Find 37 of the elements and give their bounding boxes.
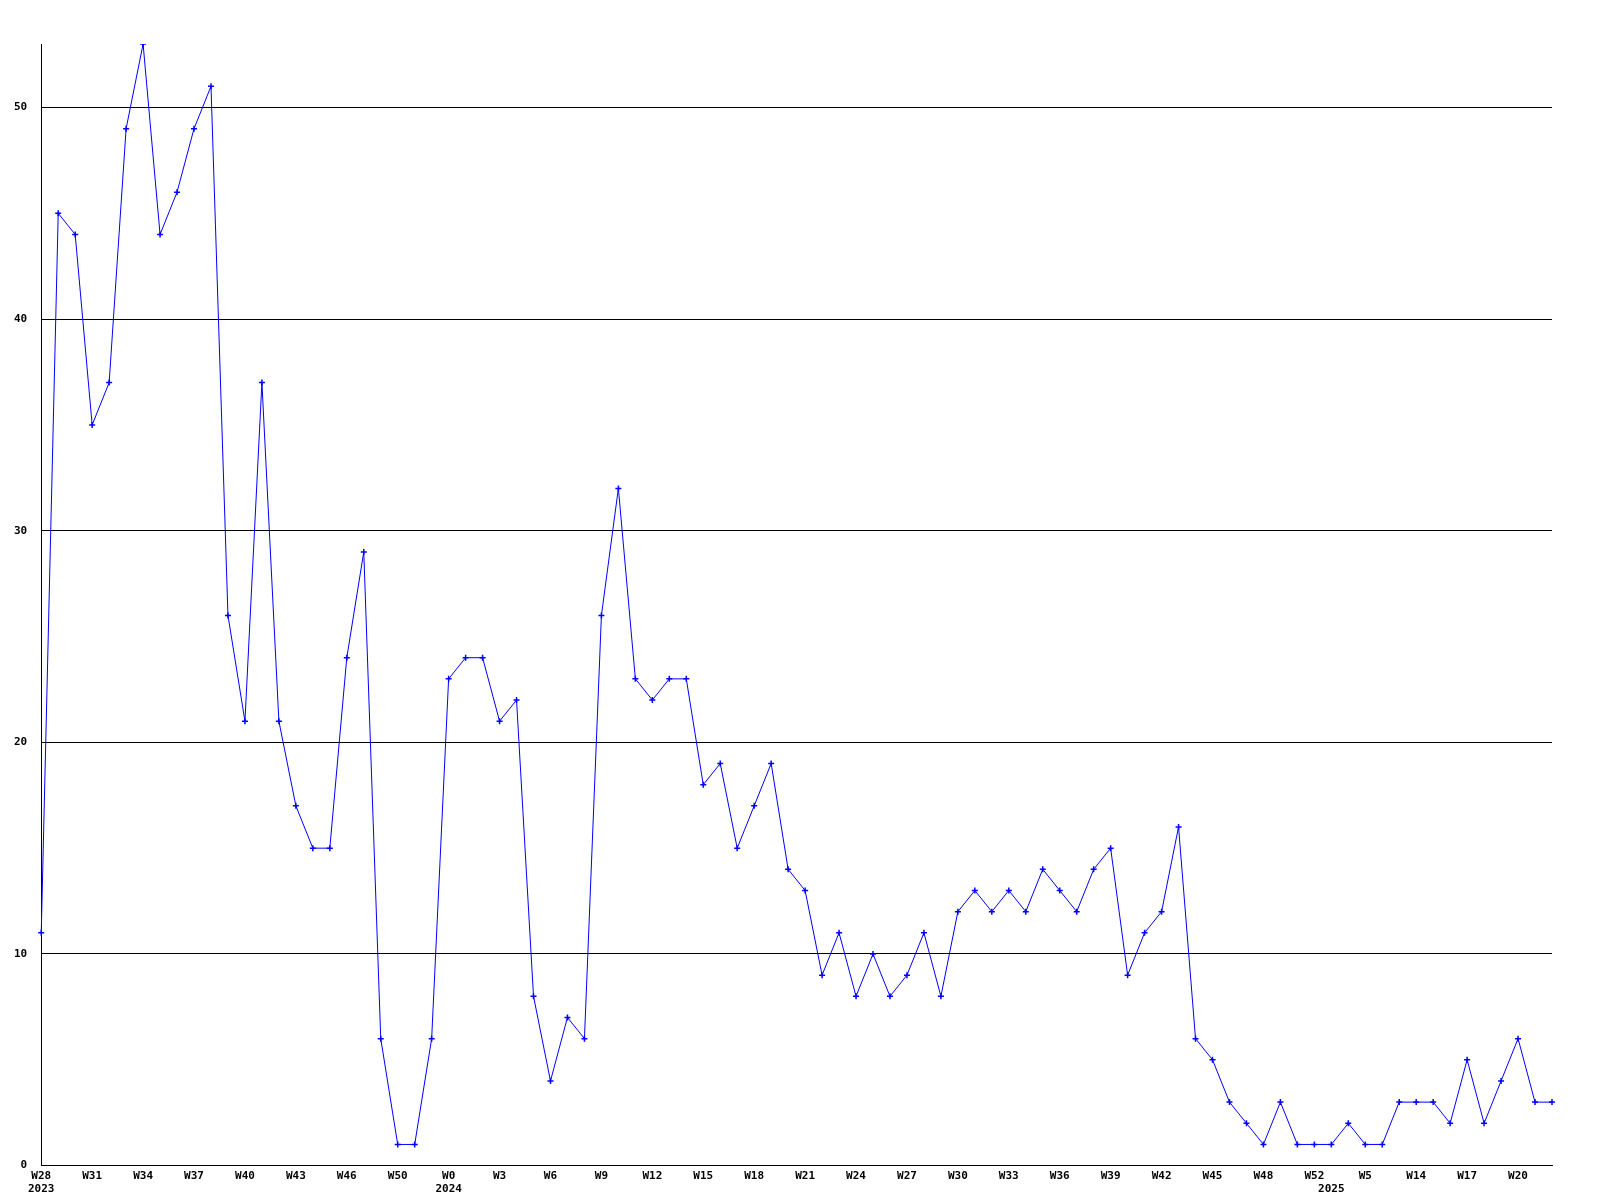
x-tick-label: W43 bbox=[285, 1169, 306, 1183]
x-tick-label: W39 bbox=[1100, 1169, 1121, 1183]
x-tick-label: W12 bbox=[642, 1169, 663, 1183]
x-tick-label: 2025 bbox=[1318, 1182, 1345, 1196]
x-tick-label: W40 bbox=[235, 1169, 255, 1183]
x-tick-label: W3 bbox=[492, 1169, 507, 1183]
x-tick-label: W48 bbox=[1253, 1169, 1274, 1183]
x-tick-label: W45 bbox=[1202, 1169, 1223, 1183]
x-tick-label: W50 bbox=[387, 1169, 408, 1183]
y-tick-label: 10 bbox=[14, 946, 28, 960]
x-tick-label: W37 bbox=[184, 1169, 204, 1183]
x-tick-label: W6 bbox=[543, 1169, 558, 1183]
x-tick-label: W28 2023 bbox=[28, 1169, 55, 1196]
y-tick-label: 0 bbox=[20, 1158, 28, 1172]
x-tick-label: W24 bbox=[846, 1169, 867, 1183]
x-tick-label: W17 bbox=[1457, 1169, 1478, 1183]
x-tick-label: W34 bbox=[133, 1169, 154, 1183]
x-tick-label: W18 bbox=[744, 1169, 765, 1183]
x-tick-label: W52 bbox=[1304, 1169, 1325, 1183]
x-tick-label: W31 bbox=[82, 1169, 103, 1183]
y-tick-label: 30 bbox=[14, 523, 28, 537]
y-tick-label: 40 bbox=[14, 311, 28, 325]
x-tick-label: W30 bbox=[947, 1169, 968, 1183]
x-tick-label: W36 bbox=[1049, 1169, 1071, 1183]
x-tick-label: W42 bbox=[1151, 1169, 1172, 1183]
x-tick-label: W9 bbox=[594, 1169, 609, 1183]
y-tick-label: 20 bbox=[14, 735, 28, 749]
x-tick-label: W21 bbox=[795, 1169, 816, 1183]
x-tick-label: W46 bbox=[336, 1169, 358, 1183]
x-tick-label: W14 bbox=[1406, 1169, 1427, 1183]
x-tick-label: W20 bbox=[1508, 1169, 1528, 1183]
x-tick-label: W33 bbox=[998, 1169, 1019, 1183]
x-tick-label: W0 2024 bbox=[435, 1169, 463, 1196]
x-tick-label: W27 bbox=[897, 1169, 917, 1183]
x-tick-label: W15 bbox=[693, 1169, 714, 1183]
y-tick-label: 50 bbox=[14, 100, 28, 114]
x-tick-label: W5 bbox=[1358, 1169, 1372, 1183]
